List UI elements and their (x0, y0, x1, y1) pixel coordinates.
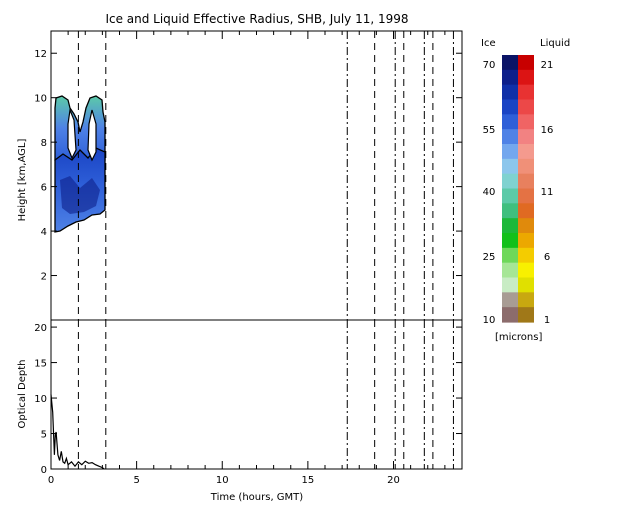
x-tick-label: 0 (48, 475, 54, 486)
colorbar-liquid-swatch (518, 233, 534, 249)
colorbar-liquid-swatch (518, 144, 534, 160)
colorbar-ice-swatch (502, 114, 518, 130)
x-tick-label: 10 (216, 475, 229, 486)
y-tick-label: 12 (34, 49, 47, 60)
colorbar-ice-swatch (502, 188, 518, 204)
colorbar-units-label: [microns] (495, 332, 542, 343)
colorbar: Ice Liquid 70 55 40 25 10 21 16 11 6 1 [microns] (481, 38, 570, 343)
y-tick-label: 5 (41, 430, 47, 441)
colorbar-ice-swatch (502, 84, 518, 101)
colorbar-ice-swatch (502, 99, 518, 115)
cloud-gap (87, 109, 97, 162)
y-tick-label: 2 (41, 272, 47, 283)
colorbar-ice-tick: 40 (483, 187, 496, 198)
bottom-y-axis-label: Optical Depth (17, 360, 28, 429)
colorbar-liquid-swatch (518, 188, 534, 204)
top-y-axis-label: Height [km,AGL] (17, 139, 28, 222)
colorbar-ice-tick: 55 (483, 125, 496, 136)
colorbar-liquid-swatch (518, 218, 534, 234)
chart-title: Ice and Liquid Effective Radius, SHB, Ju… (105, 12, 408, 26)
colorbar-liquid-swatch (518, 307, 534, 323)
colorbar-liquid-tick: 21 (541, 60, 554, 71)
bottom-y-ticks: 0 5 10 15 20 (34, 323, 462, 476)
colorbar-ice-tick: 10 (483, 315, 496, 326)
colorbar-liquid-swatch (518, 262, 534, 279)
colorbar-liquid-swatch (518, 114, 534, 130)
colorbar-ice-swatch (502, 262, 518, 279)
colorbar-ice-swatch (502, 158, 518, 175)
colorbar-ice-swatch (502, 69, 518, 86)
colorbar-ice-swatch (502, 307, 518, 323)
colorbar-liquid-swatch (518, 69, 534, 86)
colorbar-ice-swatch (502, 233, 518, 249)
colorbar-ice-swatch (502, 55, 518, 71)
colorbar-liquid-swatch (518, 158, 534, 175)
colorbar-liquid-ticks: 21 16 11 6 1 (541, 60, 554, 326)
colorbar-liquid-tick: 6 (544, 252, 550, 263)
colorbar-liquid-swatch (518, 173, 534, 190)
colorbar-liquid-swatch (518, 292, 534, 308)
cloud-layer (54, 95, 106, 233)
bottom-panel: 0 5 10 15 20 0 5 10 15 20 Optical Depth Time (ho… (17, 31, 463, 503)
top-y-ticks: 2 4 6 8 10 12 (34, 49, 462, 283)
colorbar-ice-column (502, 55, 518, 323)
x-tick-label: 20 (387, 475, 400, 486)
y-tick-label: 10 (34, 94, 47, 105)
colorbar-liquid-tick: 16 (541, 125, 554, 136)
y-tick-label: 10 (34, 394, 47, 405)
colorbar-liquid-tick: 1 (544, 315, 550, 326)
colorbar-liquid-column (518, 55, 534, 323)
x-ticks: 0 5 10 15 20 (48, 31, 446, 486)
colorbar-ice-tick: 70 (483, 60, 496, 71)
colorbar-liquid-swatch (518, 247, 534, 264)
top-plot-frame (50, 30, 463, 321)
colorbar-ice-swatch (502, 218, 518, 234)
colorbar-liquid-swatch (518, 55, 534, 71)
y-tick-label: 15 (34, 359, 47, 370)
y-tick-label: 6 (41, 183, 47, 194)
colorbar-ice-swatch (502, 203, 518, 219)
colorbar-ice-ticks: 70 55 40 25 10 (483, 60, 496, 326)
colorbar-liquid-swatch (518, 84, 534, 101)
x-axis-label: Time (hours, GMT) (210, 492, 304, 503)
y-tick-label: 20 (34, 323, 47, 334)
colorbar-liquid-tick: 11 (541, 187, 554, 198)
y-tick-label: 8 (41, 138, 47, 149)
colorbar-ice-tick: 25 (483, 252, 496, 263)
cloud-dark-core (60, 176, 100, 214)
colorbar-ice-swatch (502, 277, 518, 293)
bottom-plot-frame (50, 319, 463, 470)
colorbar-liquid-swatch (518, 203, 534, 219)
top-reference-lines (77, 31, 454, 320)
y-tick-label: 4 (41, 227, 47, 238)
x-tick-label: 15 (302, 475, 315, 486)
optical-depth-series (50, 394, 105, 470)
colorbar-ice-swatch (502, 292, 518, 308)
colorbar-ice-swatch (502, 173, 518, 190)
colorbar-liquid-swatch (518, 129, 534, 145)
cloud-gap (67, 107, 77, 160)
y-tick-label: 0 (41, 465, 47, 476)
colorbar-liquid-swatch (518, 277, 534, 293)
colorbar-liquid-swatch (518, 99, 534, 115)
x-tick-label: 5 (133, 475, 139, 486)
top-panel: 2 4 6 8 10 12 Height [km,AGL] (17, 30, 463, 321)
colorbar-ice-swatch (502, 247, 518, 264)
colorbar-liquid-label: Liquid (540, 38, 570, 49)
colorbar-ice-label: Ice (481, 38, 496, 49)
colorbar-ice-swatch (502, 129, 518, 145)
bottom-reference-lines (77, 320, 454, 469)
colorbar-ice-swatch (502, 144, 518, 160)
